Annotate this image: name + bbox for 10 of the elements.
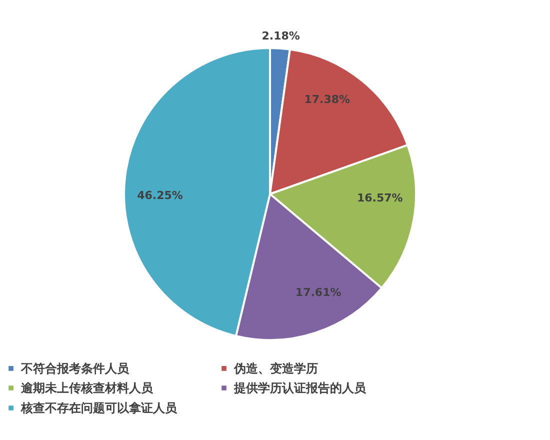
legend-label: 核查不存在问题可以拿证人员: [20, 401, 178, 415]
legend-label: 不符合报考条件人员: [20, 361, 130, 376]
legend-label: 逾期未上传核查材料人员: [20, 381, 154, 395]
data-label: 17.38%: [304, 92, 350, 106]
data-label: 17.61%: [295, 286, 342, 299]
data-label: 16.57%: [356, 192, 403, 205]
data-label: 2.18%: [262, 29, 300, 42]
legend-label: 提供学历认证报告的人员: [233, 381, 367, 395]
data-label: 46.25%: [137, 189, 183, 202]
legend-label: 伪造、变造学历: [233, 361, 318, 376]
